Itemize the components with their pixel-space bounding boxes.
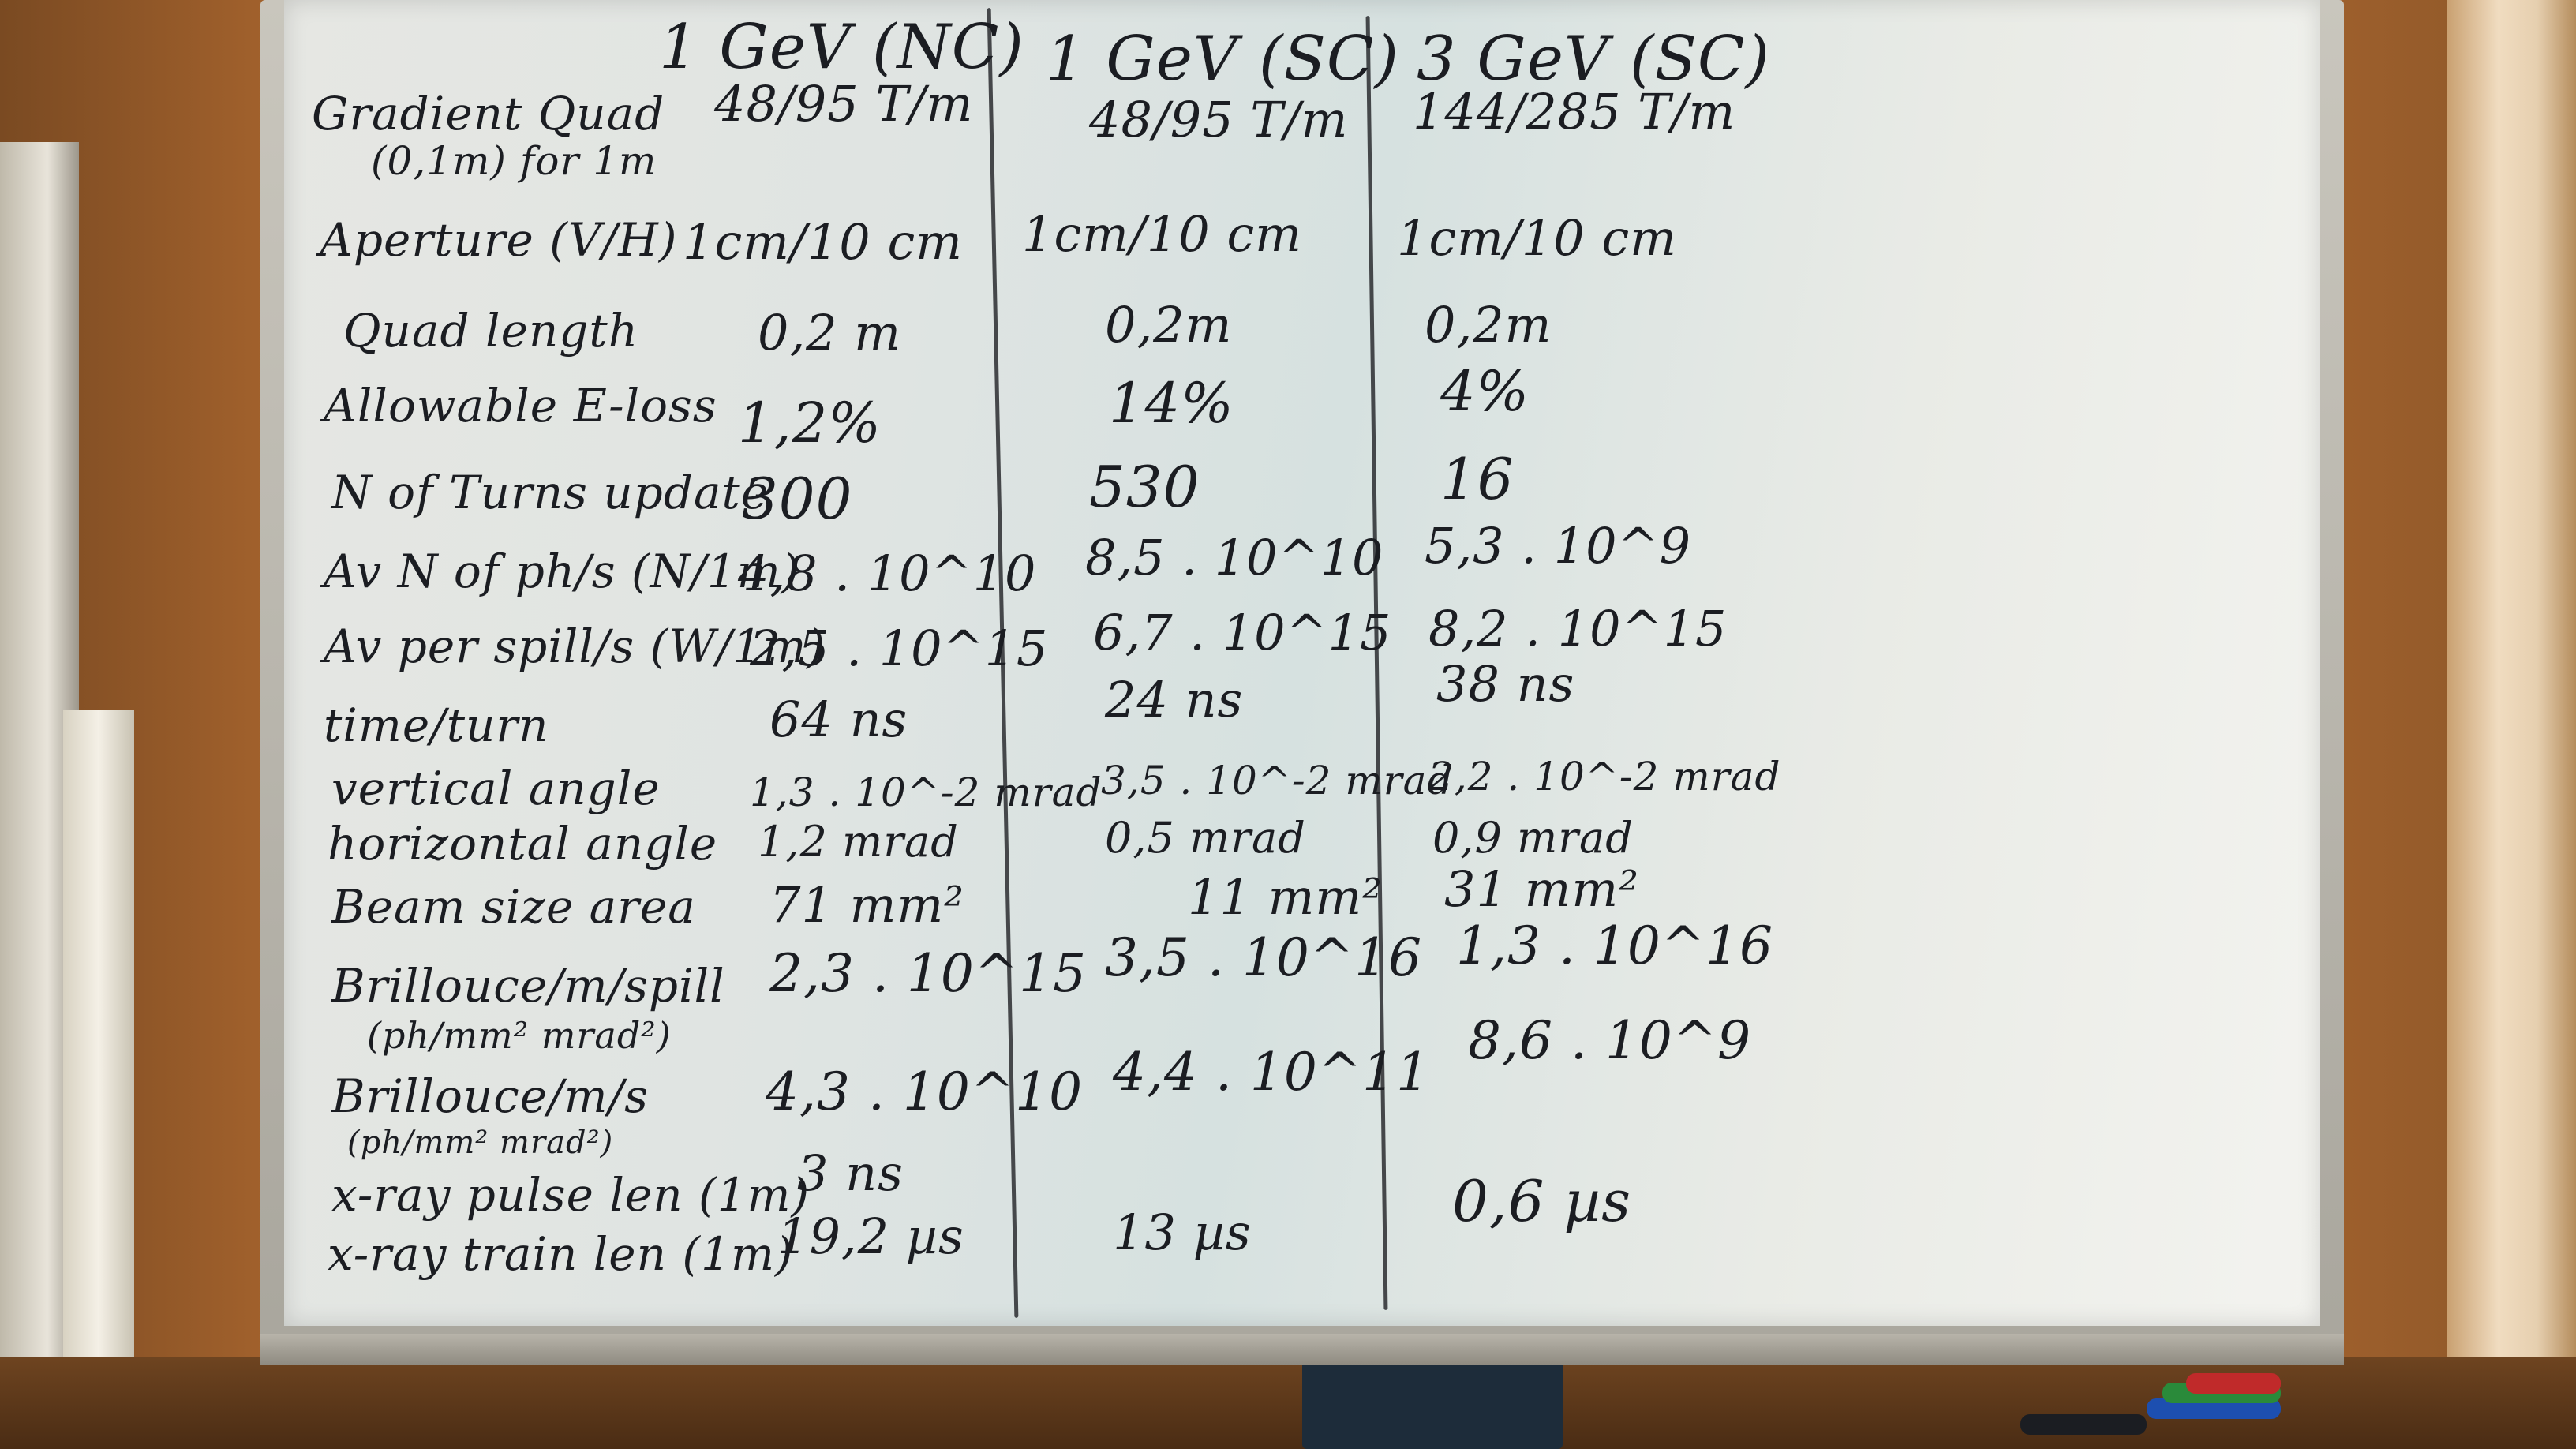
cell-value: 0,2 m xyxy=(758,304,902,361)
cell-value: 530 xyxy=(1089,454,1200,520)
cell-value: 300 xyxy=(742,466,853,532)
cell-value: 1,2% xyxy=(738,391,882,455)
cell-value: 8,2 . 10^15 xyxy=(1428,600,1728,657)
cell-value: 0,2m xyxy=(1425,296,1552,354)
cell-value: 4% xyxy=(1440,359,1530,424)
row-label: time/turn xyxy=(324,698,549,752)
row-label: Brillouce/m/spill xyxy=(331,959,725,1013)
cell-value: 2,5 . 10^15 xyxy=(750,620,1049,677)
cell-value: 1,3 . 10^16 xyxy=(1456,915,1774,976)
column-header-2: 1 GeV (SC) xyxy=(1046,24,1399,95)
cell-value: 19,2 µs xyxy=(777,1208,964,1265)
cell-value: 14% xyxy=(1109,371,1234,436)
cell-value: 0,5 mrad xyxy=(1105,813,1306,863)
cell-value: 5,3 . 10^9 xyxy=(1425,517,1692,575)
marker-red[interactable] xyxy=(2186,1373,2281,1394)
cell-value: 4,8 . 10^10 xyxy=(738,545,1037,602)
cell-value: 8,6 . 10^9 xyxy=(1468,1010,1752,1071)
easel-leg xyxy=(63,710,134,1449)
row-label: x-ray train len (1m) xyxy=(328,1227,794,1281)
cell-value: 2,3 . 10^15 xyxy=(769,943,1088,1004)
cell-value: 48/95 T/m xyxy=(714,75,974,133)
cell-value: 144/285 T/m xyxy=(1413,83,1736,140)
cell-value: 0,2m xyxy=(1105,296,1233,354)
cell-value: 6,7 . 10^15 xyxy=(1093,604,1392,661)
floor xyxy=(0,1357,2576,1449)
row-label: Aperture (V/H) xyxy=(320,213,678,267)
cell-value: 24 ns xyxy=(1105,671,1244,728)
cell-value: 1cm/10 cm xyxy=(683,213,963,271)
row-label: Allowable E-loss xyxy=(324,379,717,432)
cell-value: 0,9 mrad xyxy=(1432,813,1634,863)
column-header-3: 3 GeV (SC) xyxy=(1417,24,1770,95)
row-label: Beam size area xyxy=(331,880,696,934)
cell-value: 4,3 . 10^10 xyxy=(766,1061,1084,1122)
cell-value: 4,4 . 10^11 xyxy=(1113,1042,1431,1103)
cell-value: 0,6 µs xyxy=(1452,1168,1632,1234)
row-label: (ph/mm² mrad²) xyxy=(367,1014,672,1057)
row-label: (ph/mm² mrad²) xyxy=(347,1125,614,1161)
cell-value: 1,3 . 10^-2 mrad xyxy=(750,769,1103,815)
marker-black[interactable] xyxy=(2020,1414,2147,1435)
cell-value: 2,2 . 10^-2 mrad xyxy=(1428,754,1781,799)
cell-value: 71 mm² xyxy=(769,876,965,934)
cell-value: 38 ns xyxy=(1436,655,1575,713)
row-label: (0,1m) for 1m xyxy=(371,138,657,184)
row-label: N of Turns update xyxy=(331,466,769,519)
wall-panel xyxy=(2447,0,2576,1449)
whiteboard xyxy=(284,0,2320,1326)
row-label: Brillouce/m/s xyxy=(331,1069,649,1123)
cell-value: 8,5 . 10^10 xyxy=(1085,529,1384,586)
cell-value: 1cm/10 cm xyxy=(1397,209,1677,267)
row-label: Av N of ph/s (N/1m) xyxy=(324,545,800,598)
marker-tray xyxy=(260,1334,2344,1365)
cell-value: 1cm/10 cm xyxy=(1022,205,1302,263)
cell-value: 3 ns xyxy=(797,1144,904,1202)
cell-value: 31 mm² xyxy=(1444,860,1640,918)
row-label: vertical angle xyxy=(331,762,661,815)
cell-value: 3,5 . 10^-2 mrad xyxy=(1101,758,1454,803)
cell-value: 3,5 . 10^16 xyxy=(1105,927,1423,988)
cell-value: 11 mm² xyxy=(1188,868,1383,926)
row-label: Av per spill/s (W/1m) xyxy=(324,620,826,673)
cell-value: 13 µs xyxy=(1113,1204,1252,1261)
cell-value: 1,2 mrad xyxy=(758,817,959,867)
row-label: Gradient Quad xyxy=(312,87,665,140)
cell-value: 64 ns xyxy=(769,691,908,748)
cell-value: 16 xyxy=(1440,446,1515,512)
row-label: Quad length xyxy=(343,304,639,358)
row-label: horizontal angle xyxy=(328,817,718,871)
cell-value: 48/95 T/m xyxy=(1089,91,1349,148)
row-label: x-ray pulse len (1m) xyxy=(331,1168,811,1222)
column-header-1: 1 GeV (NC) xyxy=(659,12,1024,83)
